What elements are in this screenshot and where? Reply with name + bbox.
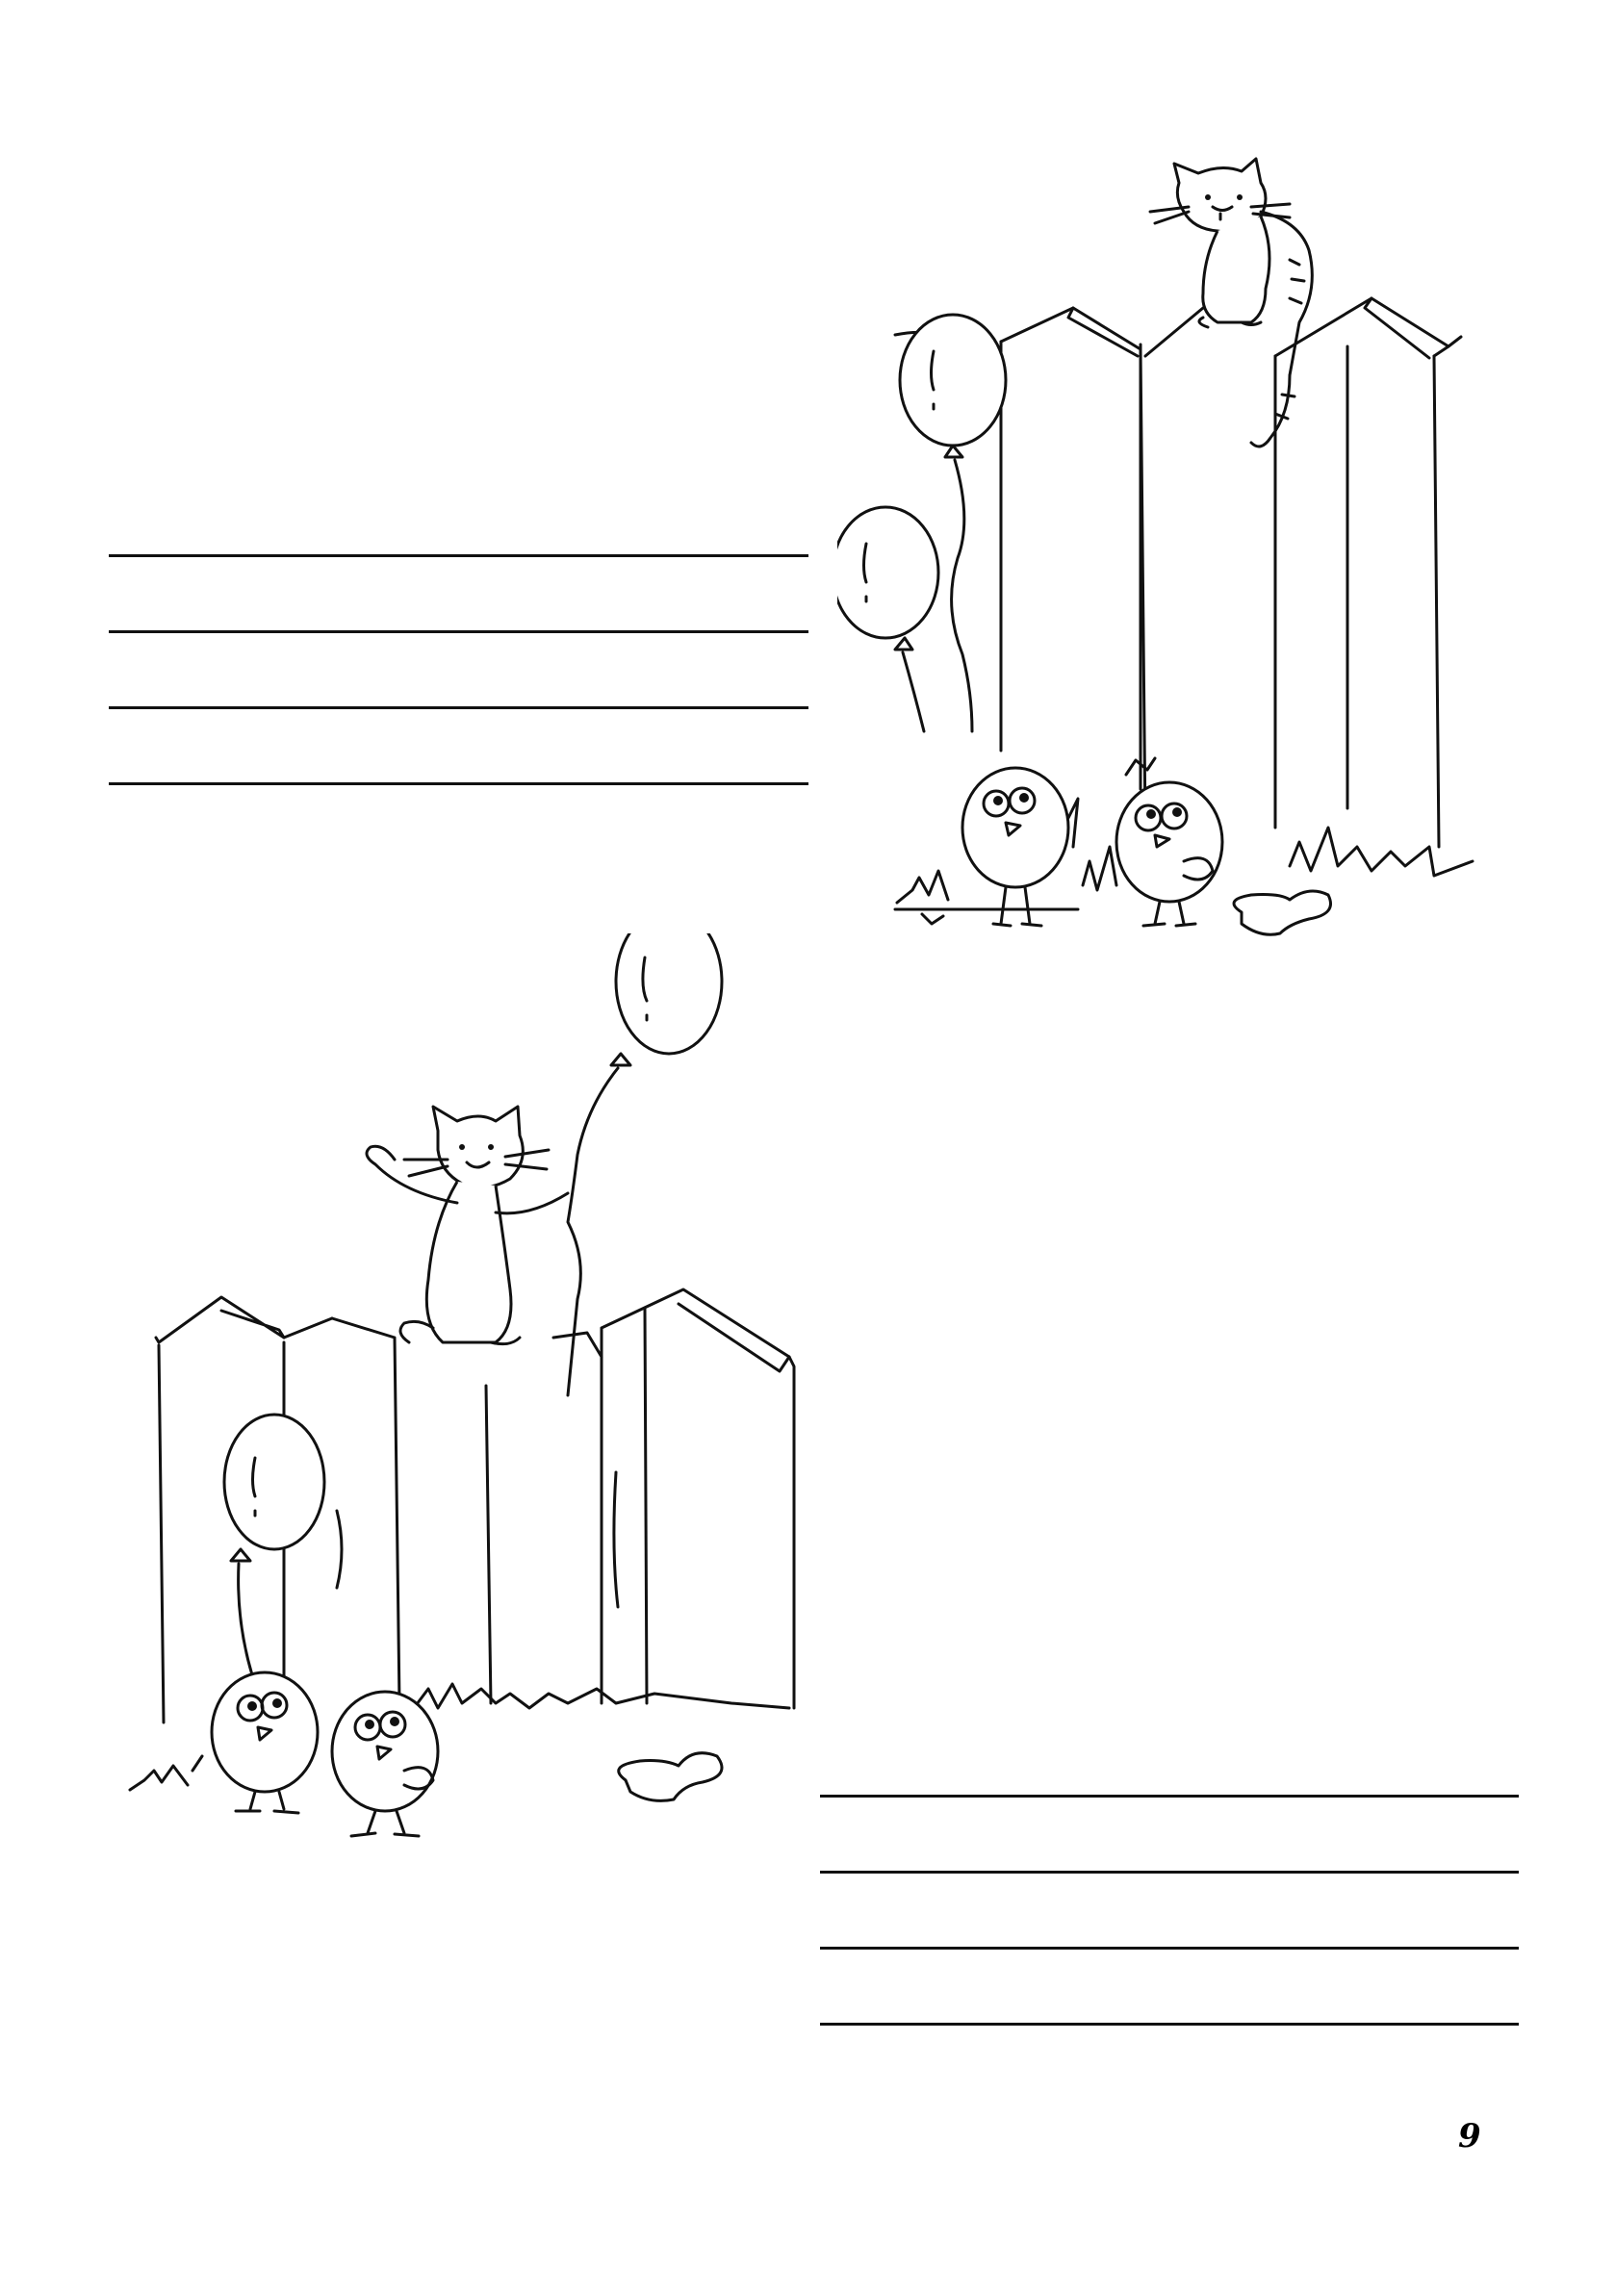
writing-line [820, 2023, 1519, 2026]
writing-line [820, 1795, 1519, 1798]
illustration-sad-cat-scene [831, 154, 1492, 962]
writing-lines-top [109, 554, 808, 790]
balloon-icon [831, 505, 940, 733]
writing-line [109, 554, 808, 557]
cat-icon [365, 1105, 570, 1346]
writing-line [109, 706, 808, 709]
cat-icon [1148, 157, 1314, 448]
writing-line [820, 1871, 1519, 1874]
chick-icon [330, 1690, 440, 1838]
writing-line [820, 1947, 1519, 1950]
fence-icon [154, 1288, 796, 1724]
chick-icon [1115, 756, 1224, 928]
balloon-icon [566, 907, 724, 1397]
chick-icon [961, 766, 1080, 928]
balloon-icon [222, 1413, 344, 1753]
writing-lines-bottom [820, 1795, 1519, 2026]
writing-line [109, 630, 808, 633]
chick-icon [210, 1671, 320, 1815]
balloon-icon [898, 313, 1008, 733]
illustration-happy-cat-scene [115, 907, 847, 1857]
writing-line [109, 782, 808, 785]
page-number: 9 [1458, 2117, 1481, 2156]
